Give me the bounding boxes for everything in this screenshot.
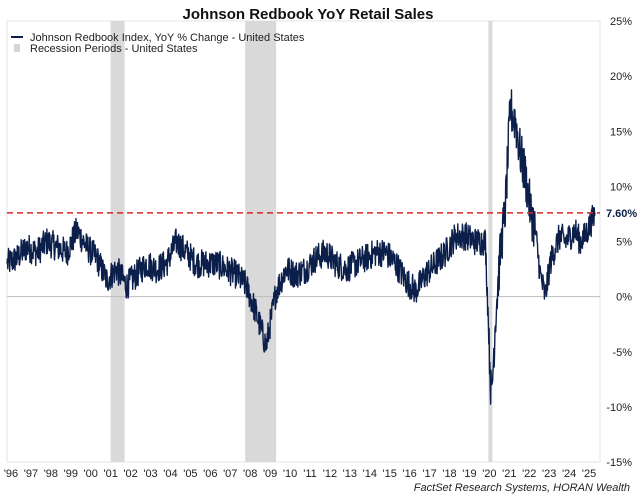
x-tick-label: '04: [163, 468, 177, 480]
chart-title: Johnson Redbook YoY Retail Sales: [183, 6, 434, 23]
x-tick-label: '24: [562, 468, 576, 480]
recession-band-1: [110, 21, 125, 462]
x-tick-label: '00: [84, 468, 98, 480]
x-tick-label: '09: [263, 468, 277, 480]
y-tick-label: 25%: [610, 16, 632, 28]
x-tick-label: '13: [343, 468, 357, 480]
plot-frame: [6, 20, 601, 463]
legend: Johnson Redbook Index, YoY % Change - Un…: [11, 32, 305, 55]
x-tick-label: '10: [283, 468, 297, 480]
x-tick-label: '14: [363, 468, 377, 480]
x-tick-label: '18: [442, 468, 456, 480]
x-tick-label: '15: [383, 468, 397, 480]
reference-line-layer: 7.60%: [7, 208, 637, 220]
x-tick-label: '20: [482, 468, 496, 480]
x-tick-label: '98: [44, 468, 58, 480]
source-note: FactSet Research Systems, HORAN Wealth: [414, 482, 630, 494]
y-tick-label: 5%: [616, 237, 632, 249]
x-tick-label: '25: [582, 468, 596, 480]
x-tick-label: '12: [323, 468, 337, 480]
reference-line-label: 7.60%: [606, 208, 637, 220]
x-tick-label: '23: [542, 468, 556, 480]
recession-band-3: [488, 21, 493, 462]
x-tick-label: '99: [64, 468, 78, 480]
x-tick-label: '96: [4, 468, 18, 480]
x-tick-label: '08: [243, 468, 257, 480]
x-tick-label: '02: [123, 468, 137, 480]
x-tick-label: '97: [24, 468, 38, 480]
x-axis-ticks: '96 '97 '98 '99 '00 '01 '02 '03 '04 '05 '06 '07 '08 '…: [4, 468, 596, 480]
y-tick-label: 15%: [610, 126, 632, 138]
y-axis-ticks: 25% 20% 15% 10% 5% 0% -5% -10% -15%: [606, 16, 632, 469]
x-tick-label: '21: [502, 468, 516, 480]
legend-recession-swatch: [14, 44, 20, 52]
recession-bands: [110, 21, 493, 462]
x-tick-label: '01: [103, 468, 117, 480]
x-tick-label: '06: [203, 468, 217, 480]
plot-area: [6, 20, 601, 463]
legend-entry-series: Johnson Redbook Index, YoY % Change - Un…: [30, 32, 305, 44]
x-tick-label: '05: [183, 468, 197, 480]
y-tick-label: -15%: [606, 457, 632, 469]
y-tick-label: 10%: [610, 181, 632, 193]
x-tick-label: '16: [402, 468, 416, 480]
x-tick-label: '17: [422, 468, 436, 480]
recession-band-2: [245, 21, 277, 462]
x-tick-label: '19: [462, 468, 476, 480]
x-tick-label: '22: [522, 468, 536, 480]
y-tick-label: -5%: [612, 347, 632, 359]
y-tick-label: 20%: [610, 71, 632, 83]
series-layer: [6, 89, 596, 405]
x-tick-label: '07: [223, 468, 237, 480]
y-tick-label: 0%: [616, 292, 632, 304]
x-tick-label: '11: [303, 468, 317, 480]
legend-entry-recession: Recession Periods - United States: [30, 43, 198, 55]
x-tick-label: '03: [143, 468, 157, 480]
y-tick-label: -10%: [606, 402, 632, 414]
series-line-redbook: [6, 89, 596, 405]
